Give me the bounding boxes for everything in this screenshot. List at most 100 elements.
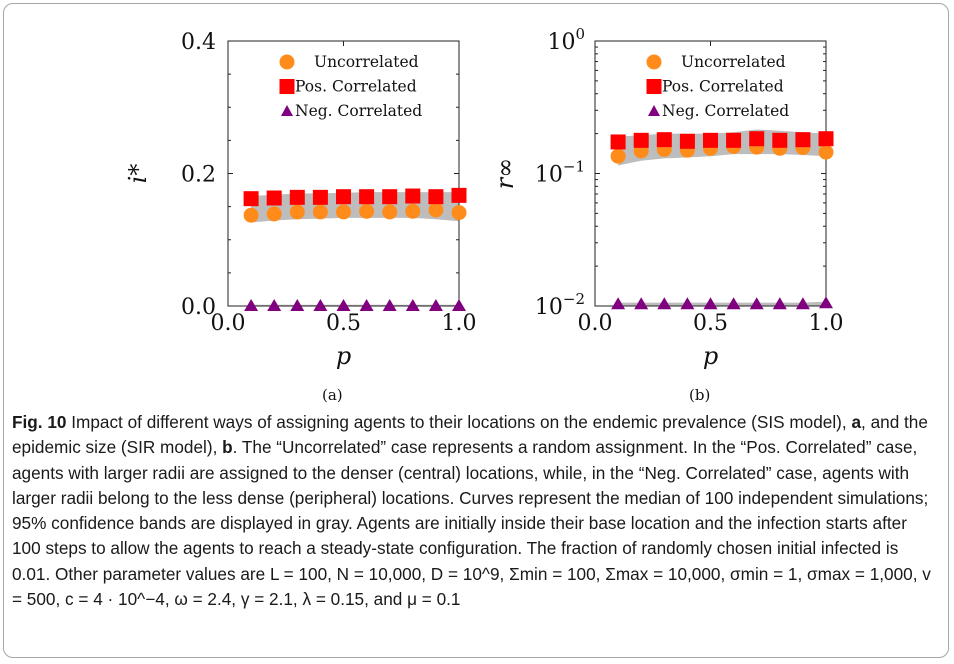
data-point	[336, 299, 351, 311]
data-point	[679, 133, 695, 149]
y-tick-label: 0.0	[181, 295, 216, 320]
panel-a: 0.0 0.5 1.0 0.0 0.2 0.4 p i* Uncorrelated Pos. Co…	[124, 30, 477, 370]
data-point	[289, 189, 305, 205]
data-point	[657, 297, 672, 310]
data-point	[266, 206, 282, 222]
data-point	[818, 144, 834, 160]
figure-charts: 0.0 0.5 1.0 0.0 0.2 0.4 p i* Uncorrelated Pos. Co…	[124, 25, 844, 370]
y-tick-label: 0.4	[181, 30, 216, 55]
legend-label: Pos. Correlated	[295, 78, 417, 96]
data-point	[749, 131, 765, 147]
data-point	[336, 204, 351, 220]
data-point	[451, 187, 467, 203]
legend-label: Neg. Correlated	[295, 102, 422, 120]
series-square	[610, 131, 834, 150]
legend-label: Neg. Correlated	[662, 102, 789, 120]
data-point	[267, 299, 282, 311]
data-point	[795, 297, 810, 310]
x-tick-label: 0.5	[693, 311, 728, 336]
data-point	[428, 189, 444, 205]
caption-prefix: Fig. 10	[12, 412, 67, 432]
x-tick-label: 0.5	[326, 311, 361, 336]
x-tick-label: 0.0	[211, 311, 246, 336]
data-point	[336, 189, 351, 205]
legend-marker	[646, 54, 662, 70]
data-point	[382, 189, 398, 205]
data-point	[703, 297, 718, 310]
y-tick-label: 10−1	[535, 158, 585, 188]
data-point	[633, 132, 649, 148]
data-point	[772, 132, 788, 148]
data-point	[611, 297, 626, 310]
confidence-band	[251, 192, 459, 223]
caption-ref-a: a	[851, 412, 862, 432]
data-point	[428, 299, 443, 311]
data-point	[452, 299, 466, 311]
data-point	[359, 189, 375, 205]
panel-label-a: (a)	[322, 386, 343, 404]
panel-b: 0.0 0.5 1.0 10−2 10−1 100 p r∞ Uncorrelated Pos. …	[491, 25, 844, 370]
caption-ref-b: b	[222, 437, 233, 458]
x-axis-label: p	[703, 342, 718, 370]
x-tick-label: 1.0	[442, 311, 477, 336]
data-point	[795, 132, 811, 148]
data-point	[726, 132, 742, 148]
data-point	[290, 299, 305, 311]
data-point	[243, 191, 259, 207]
data-point	[428, 202, 444, 218]
data-point	[818, 131, 834, 147]
data-point	[312, 204, 328, 220]
y-axis-label: i*	[124, 164, 152, 184]
legend-label: Uncorrelated	[681, 53, 786, 71]
legend-marker	[646, 79, 662, 94]
series-circle	[243, 202, 467, 223]
data-point	[359, 203, 375, 219]
legend-label: Pos. Correlated	[662, 78, 784, 96]
data-point	[244, 299, 259, 311]
series-triangle	[244, 299, 466, 311]
y-tick-label: 100	[547, 25, 585, 55]
legend-marker	[279, 79, 295, 94]
data-point	[634, 297, 649, 310]
legend-marker	[279, 54, 295, 70]
data-point	[359, 299, 374, 311]
legend-marker	[281, 105, 293, 116]
confidence-band	[618, 301, 826, 306]
legend: Uncorrelated Pos. Correlated Neg. Correlat…	[279, 53, 422, 120]
data-point	[451, 205, 467, 221]
y-axis-label: r∞	[491, 158, 519, 189]
data-point	[680, 297, 695, 310]
data-point	[772, 297, 787, 310]
data-point	[405, 299, 420, 311]
legend: Uncorrelated Pos. Correlated Neg. Correlat…	[646, 53, 789, 120]
caption-text-1: Impact of different ways of assigning ag…	[66, 412, 852, 432]
data-point	[405, 188, 421, 204]
data-point	[405, 203, 421, 219]
x-axis-label: p	[336, 342, 351, 370]
caption-text-3: . The “Uncorrelated” case represents a r…	[12, 437, 931, 610]
data-point	[313, 299, 328, 311]
data-point	[289, 204, 305, 220]
data-point	[266, 190, 282, 206]
data-point	[610, 148, 626, 164]
panel-label-b: (b)	[689, 386, 711, 404]
series-square	[243, 187, 467, 207]
data-point	[749, 297, 764, 310]
data-point	[312, 189, 328, 205]
x-tick-label: 0.0	[578, 311, 613, 336]
data-point	[656, 132, 672, 148]
figure-caption: Fig. 10 Impact of different ways of assi…	[12, 410, 934, 612]
x-tick-label: 1.0	[809, 311, 844, 336]
legend-label: Uncorrelated	[314, 53, 419, 71]
figure-frame	[3, 3, 949, 658]
data-point	[819, 296, 833, 309]
data-point	[703, 132, 718, 148]
y-tick-label: 10−2	[535, 290, 585, 320]
data-point	[726, 297, 741, 310]
confidence-band	[618, 129, 826, 166]
y-tick-label: 0.2	[181, 163, 216, 188]
data-point	[610, 134, 626, 150]
data-point	[382, 299, 397, 311]
data-point	[382, 204, 398, 220]
series-triangle	[611, 296, 833, 310]
